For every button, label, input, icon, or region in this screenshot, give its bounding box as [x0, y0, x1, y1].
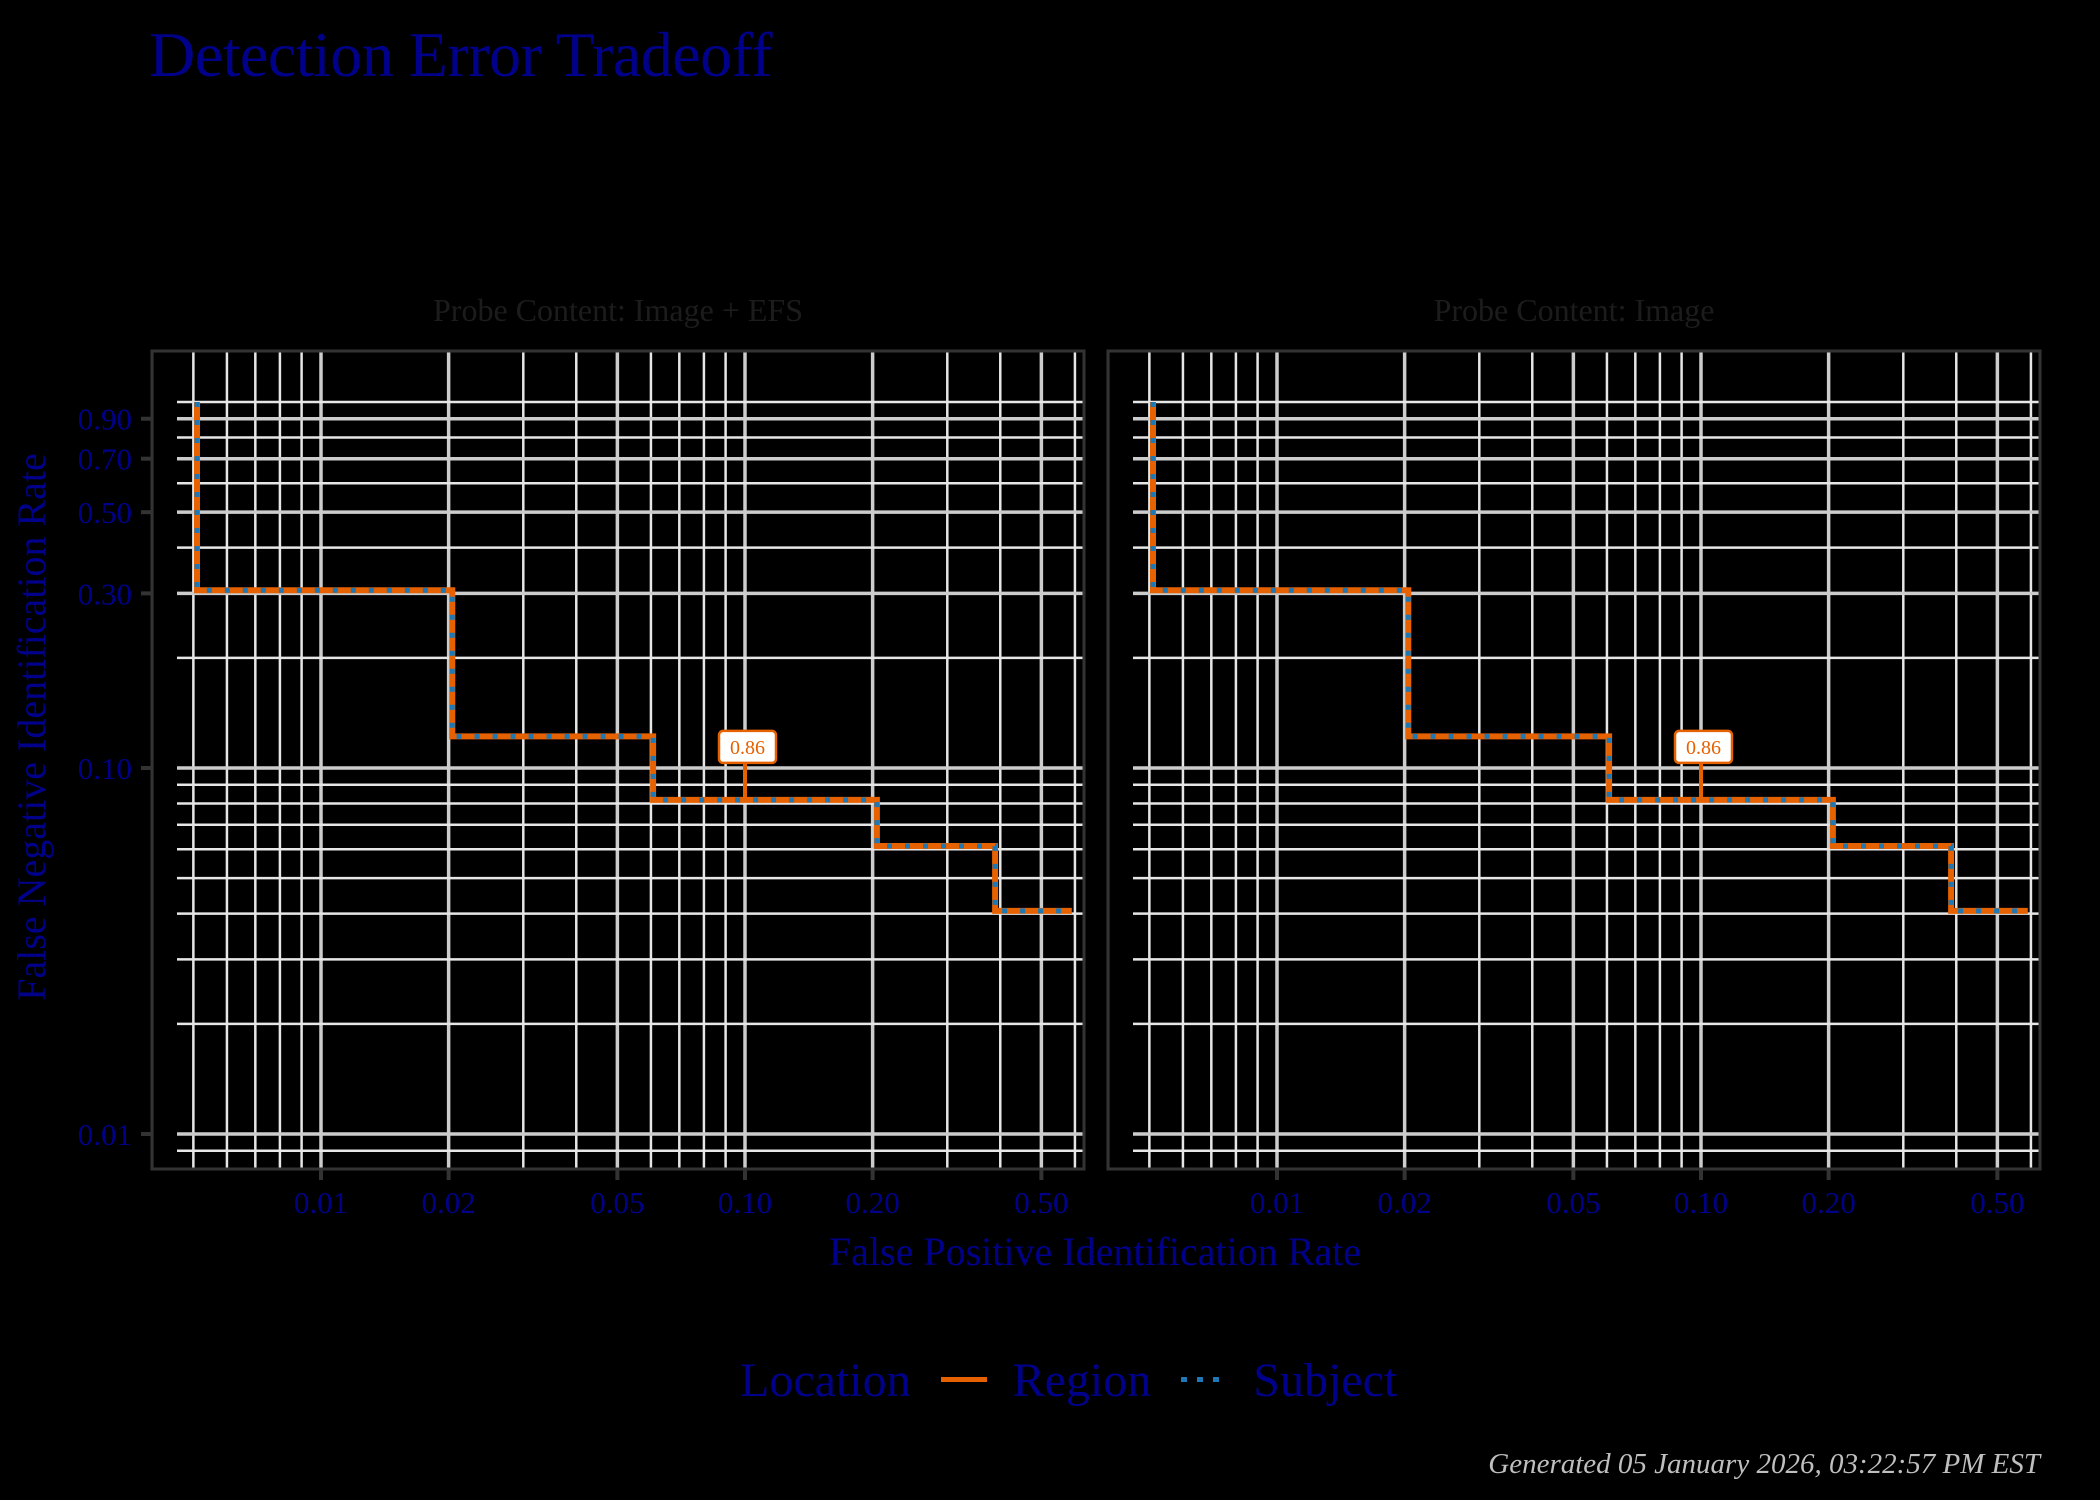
x-tick-label: 0.02 — [422, 1185, 476, 1220]
x-tick-label: 0.50 — [1014, 1185, 1068, 1220]
facet-panel-image: 0.86 0.01 0.02 0.05 0.10 0.20 0.50 — [1106, 349, 2042, 1220]
x-tick-label: 0.20 — [846, 1185, 900, 1220]
y-tick-label: 0.50 — [78, 495, 132, 530]
legend-label-subject: Subject — [1253, 1353, 1398, 1407]
x-tick-label: 0.10 — [1674, 1185, 1728, 1220]
y-axis: 0.01 0.10 0.30 0.50 0.70 0.90 — [78, 402, 152, 1152]
y-tick-label: 0.30 — [78, 576, 132, 611]
x-tick-label: 0.02 — [1378, 1185, 1432, 1220]
generated-timestamp-caption: Generated 05 January 2026, 03:22:57 PM E… — [1488, 1448, 2040, 1480]
data-lines — [1150, 402, 2028, 914]
x-axis-title: False Positive Identification Rate — [828, 1229, 1362, 1274]
annotation-text: 0.86 — [730, 737, 765, 759]
annotation-label: 0.86 — [717, 729, 778, 800]
annotation-text: 0.86 — [1686, 737, 1721, 759]
y-tick-label: 0.10 — [78, 751, 132, 786]
legend-title: Location — [740, 1353, 911, 1407]
facet-strip-label-image-efs: Probe Content: Image + EFS — [432, 292, 803, 328]
x-tick-label: 0.20 — [1802, 1185, 1856, 1220]
y-tick-label: 0.90 — [78, 402, 132, 437]
x-tick-label: 0.05 — [1546, 1185, 1600, 1220]
data-lines — [194, 402, 1072, 914]
x-axis: 0.01 0.02 0.05 0.10 0.20 0.50 — [294, 1169, 1068, 1220]
x-axis: 0.01 0.02 0.05 0.10 0.20 0.50 — [1250, 1169, 2024, 1220]
x-tick-label: 0.05 — [590, 1185, 644, 1220]
gridlines — [1108, 351, 2040, 1169]
facet-strip-label-image: Probe Content: Image — [1433, 292, 1715, 328]
x-tick-label: 0.01 — [1250, 1185, 1304, 1220]
y-tick-label: 0.01 — [78, 1117, 132, 1152]
legend-key-region-solid-line-icon — [939, 1366, 989, 1394]
series-line-subject — [194, 402, 1072, 914]
chart-title: Detection Error Tradeoff — [149, 19, 773, 90]
annotation-box — [1673, 729, 1734, 765]
legend: Location Region Subject — [740, 1350, 1397, 1410]
annotation-box — [717, 729, 778, 765]
legend-key-subject-dotted-line-icon — [1179, 1366, 1229, 1394]
y-tick-label: 0.70 — [78, 442, 132, 477]
series-line-subject — [1150, 402, 2028, 914]
x-tick-label: 0.10 — [718, 1185, 772, 1220]
facet-panel-image-efs: 0.86 0.01 0.02 0.05 0.10 0.20 0.50 — [150, 349, 1086, 1220]
legend-label-region: Region — [1012, 1353, 1152, 1407]
annotation-label: 0.86 — [1673, 729, 1734, 800]
x-tick-label: 0.50 — [1970, 1185, 2024, 1220]
x-tick-label: 0.01 — [294, 1185, 348, 1220]
